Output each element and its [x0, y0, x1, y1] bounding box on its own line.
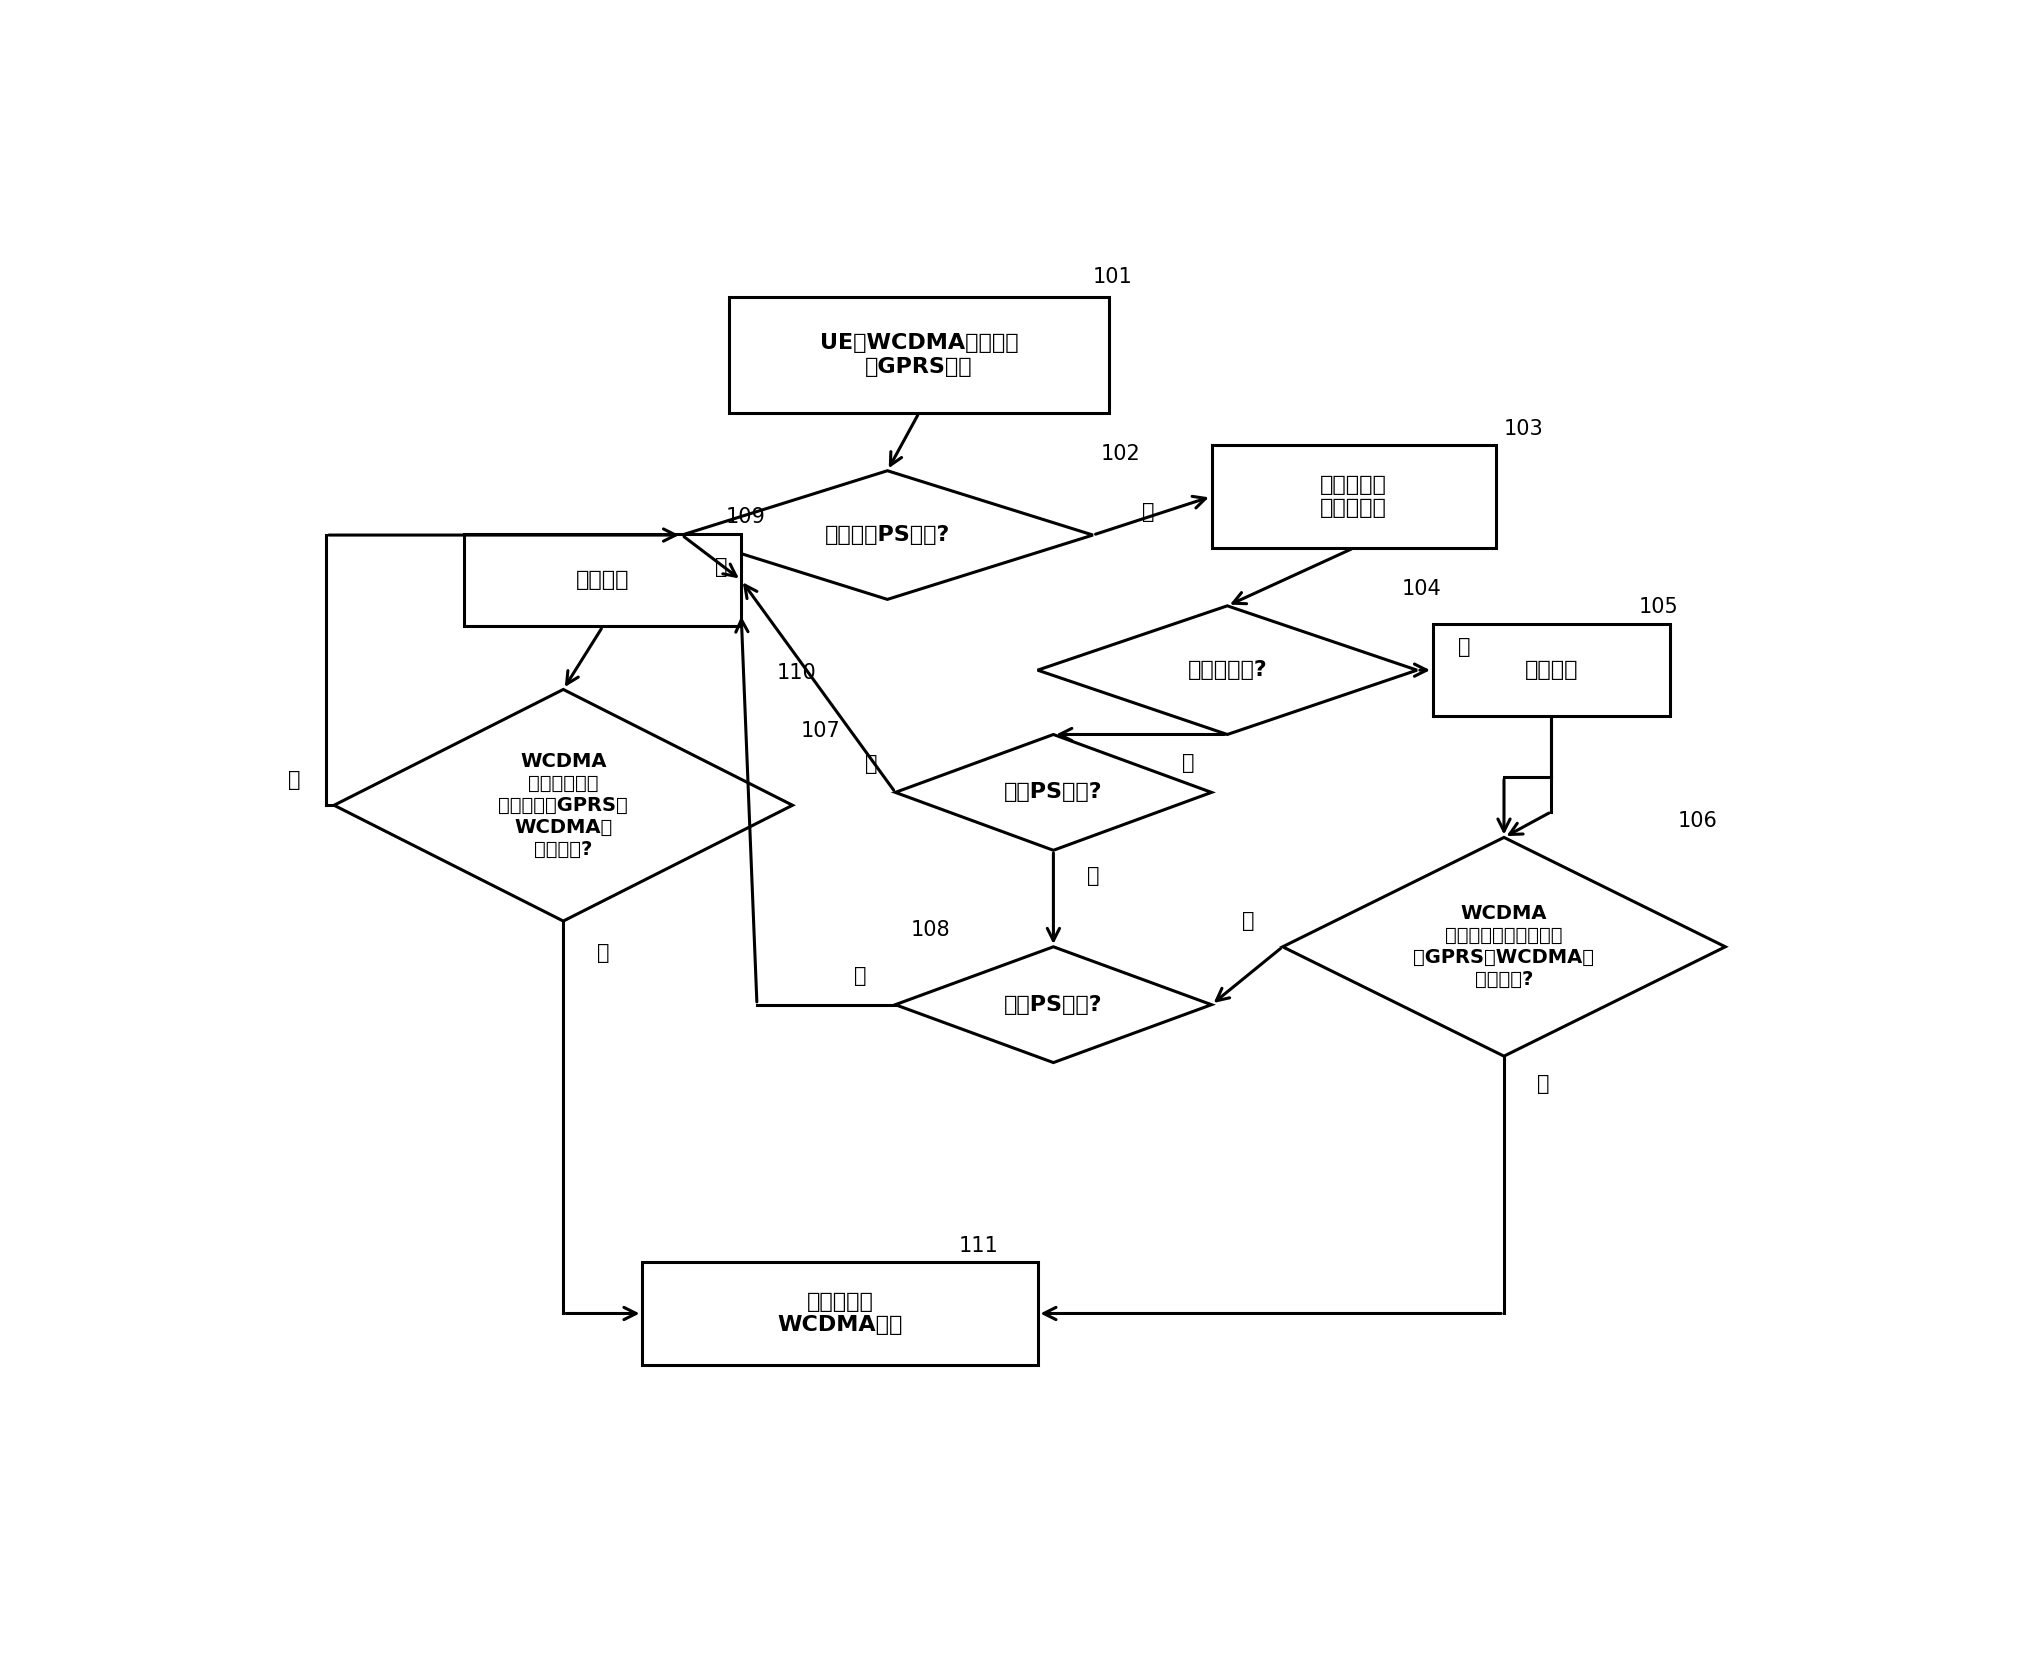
Text: 是: 是: [854, 966, 867, 986]
Text: 是: 是: [1458, 637, 1470, 657]
Text: 是: 是: [716, 556, 728, 576]
Text: 否: 否: [1142, 501, 1154, 521]
Polygon shape: [681, 471, 1093, 600]
Text: 空闲模式: 空闲模式: [1523, 660, 1578, 680]
Text: 102: 102: [1101, 444, 1140, 465]
Text: 105: 105: [1637, 598, 1678, 617]
Text: 111: 111: [958, 1235, 997, 1255]
Text: 107: 107: [799, 720, 840, 740]
Bar: [1431, 623, 1670, 717]
Text: 106: 106: [1678, 810, 1717, 830]
Text: WCDMA
信号强度满足
连接模式下GPRS到
WCDMA的
切换门限?: WCDMA 信号强度满足 连接模式下GPRS到 WCDMA的 切换门限?: [498, 752, 628, 859]
Polygon shape: [1038, 607, 1417, 735]
Polygon shape: [895, 735, 1211, 851]
Text: 否: 否: [1242, 911, 1254, 931]
Text: 定时器到时?: 定时器到时?: [1187, 660, 1266, 680]
Text: 重置定时器
并开始计时: 重置定时器 并开始计时: [1319, 475, 1387, 518]
Text: 110: 110: [777, 663, 816, 683]
Text: UE由WCDMA网络切换
至GPRS网络: UE由WCDMA网络切换 至GPRS网络: [820, 333, 1017, 376]
Text: 是: 是: [1537, 1074, 1550, 1095]
Text: WCDMA
信号强度满足空闲模式
下GPRS到WCDMA的
切换门限?: WCDMA 信号强度满足空闲模式 下GPRS到WCDMA的 切换门限?: [1413, 904, 1594, 989]
Text: 开始PS业务?: 开始PS业务?: [1003, 782, 1103, 802]
Text: 否: 否: [287, 770, 300, 789]
Text: 否: 否: [1087, 866, 1099, 886]
Text: 104: 104: [1401, 580, 1440, 600]
Text: 101: 101: [1093, 267, 1132, 287]
Text: 是: 是: [865, 754, 877, 774]
Text: 是: 是: [595, 942, 610, 962]
Text: 否: 否: [1181, 754, 1193, 772]
Bar: [465, 533, 740, 627]
Text: 109: 109: [726, 508, 765, 528]
Text: 启动切换至
WCDMA网络: 启动切换至 WCDMA网络: [777, 1292, 901, 1335]
Text: 连接模式: 连接模式: [575, 570, 630, 590]
Text: 正在进行PS业务?: 正在进行PS业务?: [824, 525, 950, 545]
Bar: [642, 1262, 1038, 1365]
Polygon shape: [1283, 837, 1725, 1056]
Text: 开始PS业务?: 开始PS业务?: [1003, 994, 1103, 1014]
Text: 103: 103: [1503, 418, 1544, 438]
Bar: [730, 297, 1109, 413]
Polygon shape: [334, 690, 791, 921]
Polygon shape: [895, 947, 1211, 1063]
Text: 108: 108: [911, 921, 950, 941]
Bar: [1211, 444, 1495, 548]
